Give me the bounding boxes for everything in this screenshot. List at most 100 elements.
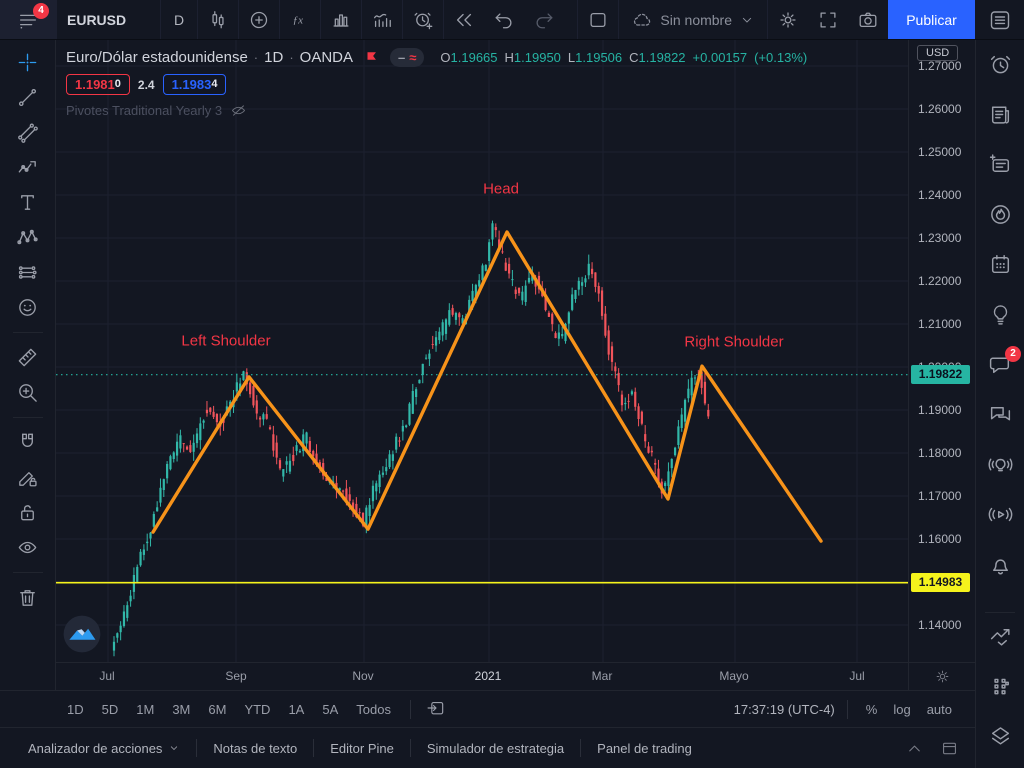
calendar-icon: [988, 252, 1013, 277]
indicator-legend-row[interactable]: Pivotes Traditional Yearly 3: [66, 102, 807, 119]
object-tree-icon: [988, 724, 1013, 749]
sidebar-hotlists-button[interactable]: [981, 202, 1019, 252]
fib-tools-tool-button[interactable]: [9, 115, 47, 150]
indicators-button[interactable]: ƒx: [280, 0, 320, 39]
fullscreen-icon: [817, 9, 839, 31]
tab-panel-de-trading[interactable]: Panel de trading: [581, 735, 708, 762]
legend-title-row[interactable]: Euro/Dólar estadounidense · 1D · OANDA –…: [66, 48, 807, 67]
snapshot-button[interactable]: [848, 0, 888, 39]
sidebar-ideas-button[interactable]: [981, 302, 1019, 352]
zoom-in-tool-button[interactable]: [9, 375, 47, 410]
range-ytd-button[interactable]: YTD: [237, 698, 277, 721]
percent-scale-button[interactable]: %: [860, 698, 884, 721]
tab-simulador-de-estrategia[interactable]: Simulador de estrategia: [411, 735, 580, 762]
indicator-name[interactable]: Pivotes Traditional Yearly 3: [66, 103, 223, 118]
price-axis[interactable]: USD 1.27000 1.26000 1.25000 1.24000 1.23000 1…: [908, 40, 975, 662]
buy-ask-button[interactable]: 1.19834: [162, 74, 227, 95]
legend-source-button[interactable]: ≈: [409, 50, 417, 65]
redo-button[interactable]: [524, 0, 564, 39]
sidebar-dom-button[interactable]: [981, 674, 1019, 724]
forecast-tool-button[interactable]: [9, 255, 47, 290]
toolbar-divider: [846, 699, 848, 719]
remove-drawings-tool-button[interactable]: [9, 580, 47, 615]
range-todos-button[interactable]: Todos: [349, 698, 398, 721]
lock-drawings-tool-button[interactable]: [9, 495, 47, 530]
range-5a-button[interactable]: 5A: [315, 698, 345, 721]
wave-pattern-tool-button[interactable]: [9, 150, 47, 185]
top-toolbar: 4 EURUSD D ƒx Sin nombre: [0, 0, 1024, 40]
sidebar-news-button[interactable]: [981, 102, 1019, 152]
eye-crossed-icon[interactable]: [230, 102, 247, 119]
sidebar-notifications-button[interactable]: [981, 552, 1019, 602]
chart-canvas[interactable]: Euro/Dólar estadounidense · 1D · OANDA –…: [56, 40, 908, 662]
trend-line-tool-button[interactable]: [9, 80, 47, 115]
pattern-label[interactable]: Left Shoulder: [181, 332, 271, 350]
pattern-label[interactable]: Head: [483, 180, 519, 198]
emoji-tool-button[interactable]: [9, 290, 47, 325]
sidebar-streams-button[interactable]: [981, 502, 1019, 552]
layout-select-button[interactable]: [578, 0, 618, 39]
chart-style-button[interactable]: [198, 0, 238, 39]
change-percent: (+0.13%): [754, 50, 808, 65]
log-scale-button[interactable]: log: [887, 698, 916, 721]
price-tick-label: 1.19000: [918, 403, 962, 417]
sidebar-object-tree-button[interactable]: [981, 724, 1019, 768]
window-panel-icon[interactable]: [940, 739, 959, 758]
sidebar-data-window-button[interactable]: [981, 152, 1019, 202]
ideas-stream-icon: [987, 452, 1013, 477]
range-1d-button[interactable]: 1D: [60, 698, 91, 721]
range-3m-button[interactable]: 3M: [165, 698, 197, 721]
financial-metrics-button[interactable]: [362, 0, 402, 39]
crosshair-tool-button[interactable]: [9, 45, 47, 80]
sidebar-private-chats-button[interactable]: [981, 402, 1019, 452]
panel-list-button[interactable]: [975, 0, 1024, 39]
undo-button[interactable]: [484, 0, 524, 39]
price-tick-label: 1.16000: [918, 532, 962, 546]
bar-replay-button[interactable]: [444, 0, 484, 39]
main-menu-button[interactable]: 4: [0, 0, 56, 39]
sidebar-minds-button[interactable]: 2: [981, 346, 1021, 402]
hide-drawings-tool-button[interactable]: [9, 530, 47, 565]
range-5d-button[interactable]: 5D: [95, 698, 126, 721]
sell-bid-button[interactable]: 1.19810: [66, 74, 130, 95]
sidebar-calendar-button[interactable]: [981, 252, 1019, 302]
time-axis[interactable]: Jul Sep Nov 2021 Mar Mayo Jul: [56, 662, 908, 690]
sidebar-order-panel-button[interactable]: [981, 624, 1019, 674]
axis-settings-button[interactable]: [908, 662, 975, 690]
interval-button[interactable]: D: [173, 11, 185, 28]
legend-exchange[interactable]: OANDA: [299, 49, 354, 66]
chart-legend: Euro/Dólar estadounidense · 1D · OANDA –…: [66, 48, 807, 119]
drawing-mode-tool-button[interactable]: [9, 460, 47, 495]
fullscreen-button[interactable]: [808, 0, 848, 39]
sidebar-alarm-button[interactable]: [981, 52, 1019, 102]
tab-analizador-de-acciones[interactable]: Analizador de acciones: [12, 735, 196, 762]
create-alert-button[interactable]: [403, 0, 443, 39]
publish-button[interactable]: Publicar: [888, 0, 975, 39]
legend-collapse-button[interactable]: –: [398, 50, 406, 65]
xabcd-pattern-tool-button[interactable]: [9, 220, 47, 255]
range-1m-button[interactable]: 1M: [129, 698, 161, 721]
pattern-label[interactable]: Right Shoulder: [684, 333, 784, 351]
clock-timezone-button[interactable]: 17:37:19 (UTC-4): [733, 701, 835, 717]
symbol-search-button[interactable]: EURUSD: [67, 11, 127, 28]
legend-interval[interactable]: 1D: [264, 49, 284, 66]
range-1a-button[interactable]: 1A: [281, 698, 311, 721]
save-layout-button[interactable]: Sin nombre: [619, 0, 767, 39]
sidebar-ideas-stream-button[interactable]: [981, 452, 1019, 502]
line-over-bars-icon: [371, 9, 393, 31]
chart-settings-button[interactable]: [768, 0, 808, 39]
symbol-title[interactable]: Euro/Dólar estadounidense: [66, 49, 248, 66]
tab-editor-pine[interactable]: Editor Pine: [314, 735, 410, 762]
currency-badge[interactable]: USD: [917, 45, 959, 61]
indicator-templates-button[interactable]: [321, 0, 361, 39]
range-6m-button[interactable]: 6M: [201, 698, 233, 721]
magnet-tool-button[interactable]: [9, 425, 47, 460]
ruler-tool-button[interactable]: [9, 340, 47, 375]
compare-button[interactable]: [239, 0, 279, 39]
expand-panel-icon[interactable]: [905, 739, 924, 758]
tab-notas-de-texto[interactable]: Notas de texto: [197, 735, 313, 762]
text-tool-tool-button[interactable]: [9, 185, 47, 220]
auto-scale-button[interactable]: auto: [921, 698, 958, 721]
flag-marker-icon[interactable]: [365, 50, 380, 65]
go-to-date-button[interactable]: [423, 697, 449, 721]
